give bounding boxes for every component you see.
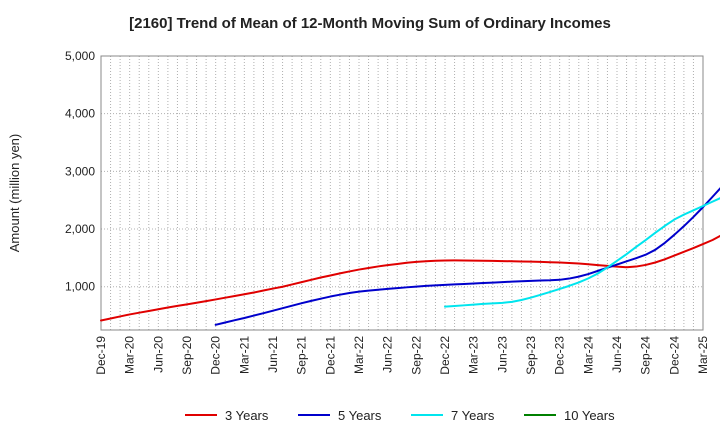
x-tick-label: Sep-24	[639, 336, 653, 375]
x-tick-label: Mar-21	[237, 336, 251, 374]
chart-title: [2160] Trend of Mean of 12-Month Moving …	[129, 15, 611, 32]
x-tick-label: Jun-20	[151, 336, 165, 373]
x-tick-label: Dec-22	[438, 336, 452, 375]
series-line-5-years	[214, 187, 720, 326]
x-tick-label: Jun-22	[381, 336, 395, 373]
y-tick-label: 1,000	[65, 280, 95, 294]
x-tick-label: Jun-24	[610, 336, 624, 373]
series-line-7-years	[444, 197, 720, 308]
y-axis-label: Amount (million yen)	[7, 134, 22, 253]
x-tick-label: Sep-23	[524, 336, 538, 375]
plot-border	[100, 55, 704, 331]
x-tick-label: Dec-19	[94, 336, 108, 375]
legend-label: 10 Years	[564, 408, 615, 423]
y-tick-label: 4,000	[65, 107, 95, 121]
legend: 3 Years 5 Years 7 Years 10 Years	[185, 408, 615, 423]
x-tick-label: Dec-24	[667, 336, 681, 375]
x-axis-ticks: Dec-19 Mar-20 Jun-20 Sep-20 Dec-20 Mar-21 Jun-…	[94, 336, 710, 375]
x-tick-label: Mar-22	[352, 336, 366, 374]
y-tick-label: 5,000	[65, 49, 95, 63]
plot-area	[101, 56, 703, 330]
x-tick-label: Sep-22	[409, 336, 423, 375]
y-tick-label: 3,000	[65, 164, 95, 178]
legend-label: 5 Years	[338, 408, 382, 423]
x-tick-label: Sep-20	[180, 336, 194, 375]
y-tick-label: 2,000	[65, 222, 95, 236]
x-tick-label: Jun-21	[266, 336, 280, 373]
x-tick-label: Dec-23	[553, 336, 567, 375]
y-axis-ticks: 1,000 2,000 3,000 4,000 5,000	[65, 49, 95, 294]
x-tick-label: Dec-20	[209, 336, 223, 375]
x-tick-label: Sep-21	[295, 336, 309, 375]
x-tick-label: Mar-23	[467, 336, 481, 374]
x-tick-label: Mar-24	[581, 336, 595, 374]
x-tick-label: Mar-20	[123, 336, 137, 374]
legend-label: 3 Years	[225, 408, 269, 423]
legend-label: 7 Years	[451, 408, 495, 423]
x-tick-label: Dec-21	[323, 336, 337, 375]
series-lines	[100, 187, 720, 326]
x-tick-label: Mar-25	[696, 336, 710, 374]
x-tick-label: Jun-23	[495, 336, 509, 373]
series-line-3-years	[100, 234, 720, 322]
